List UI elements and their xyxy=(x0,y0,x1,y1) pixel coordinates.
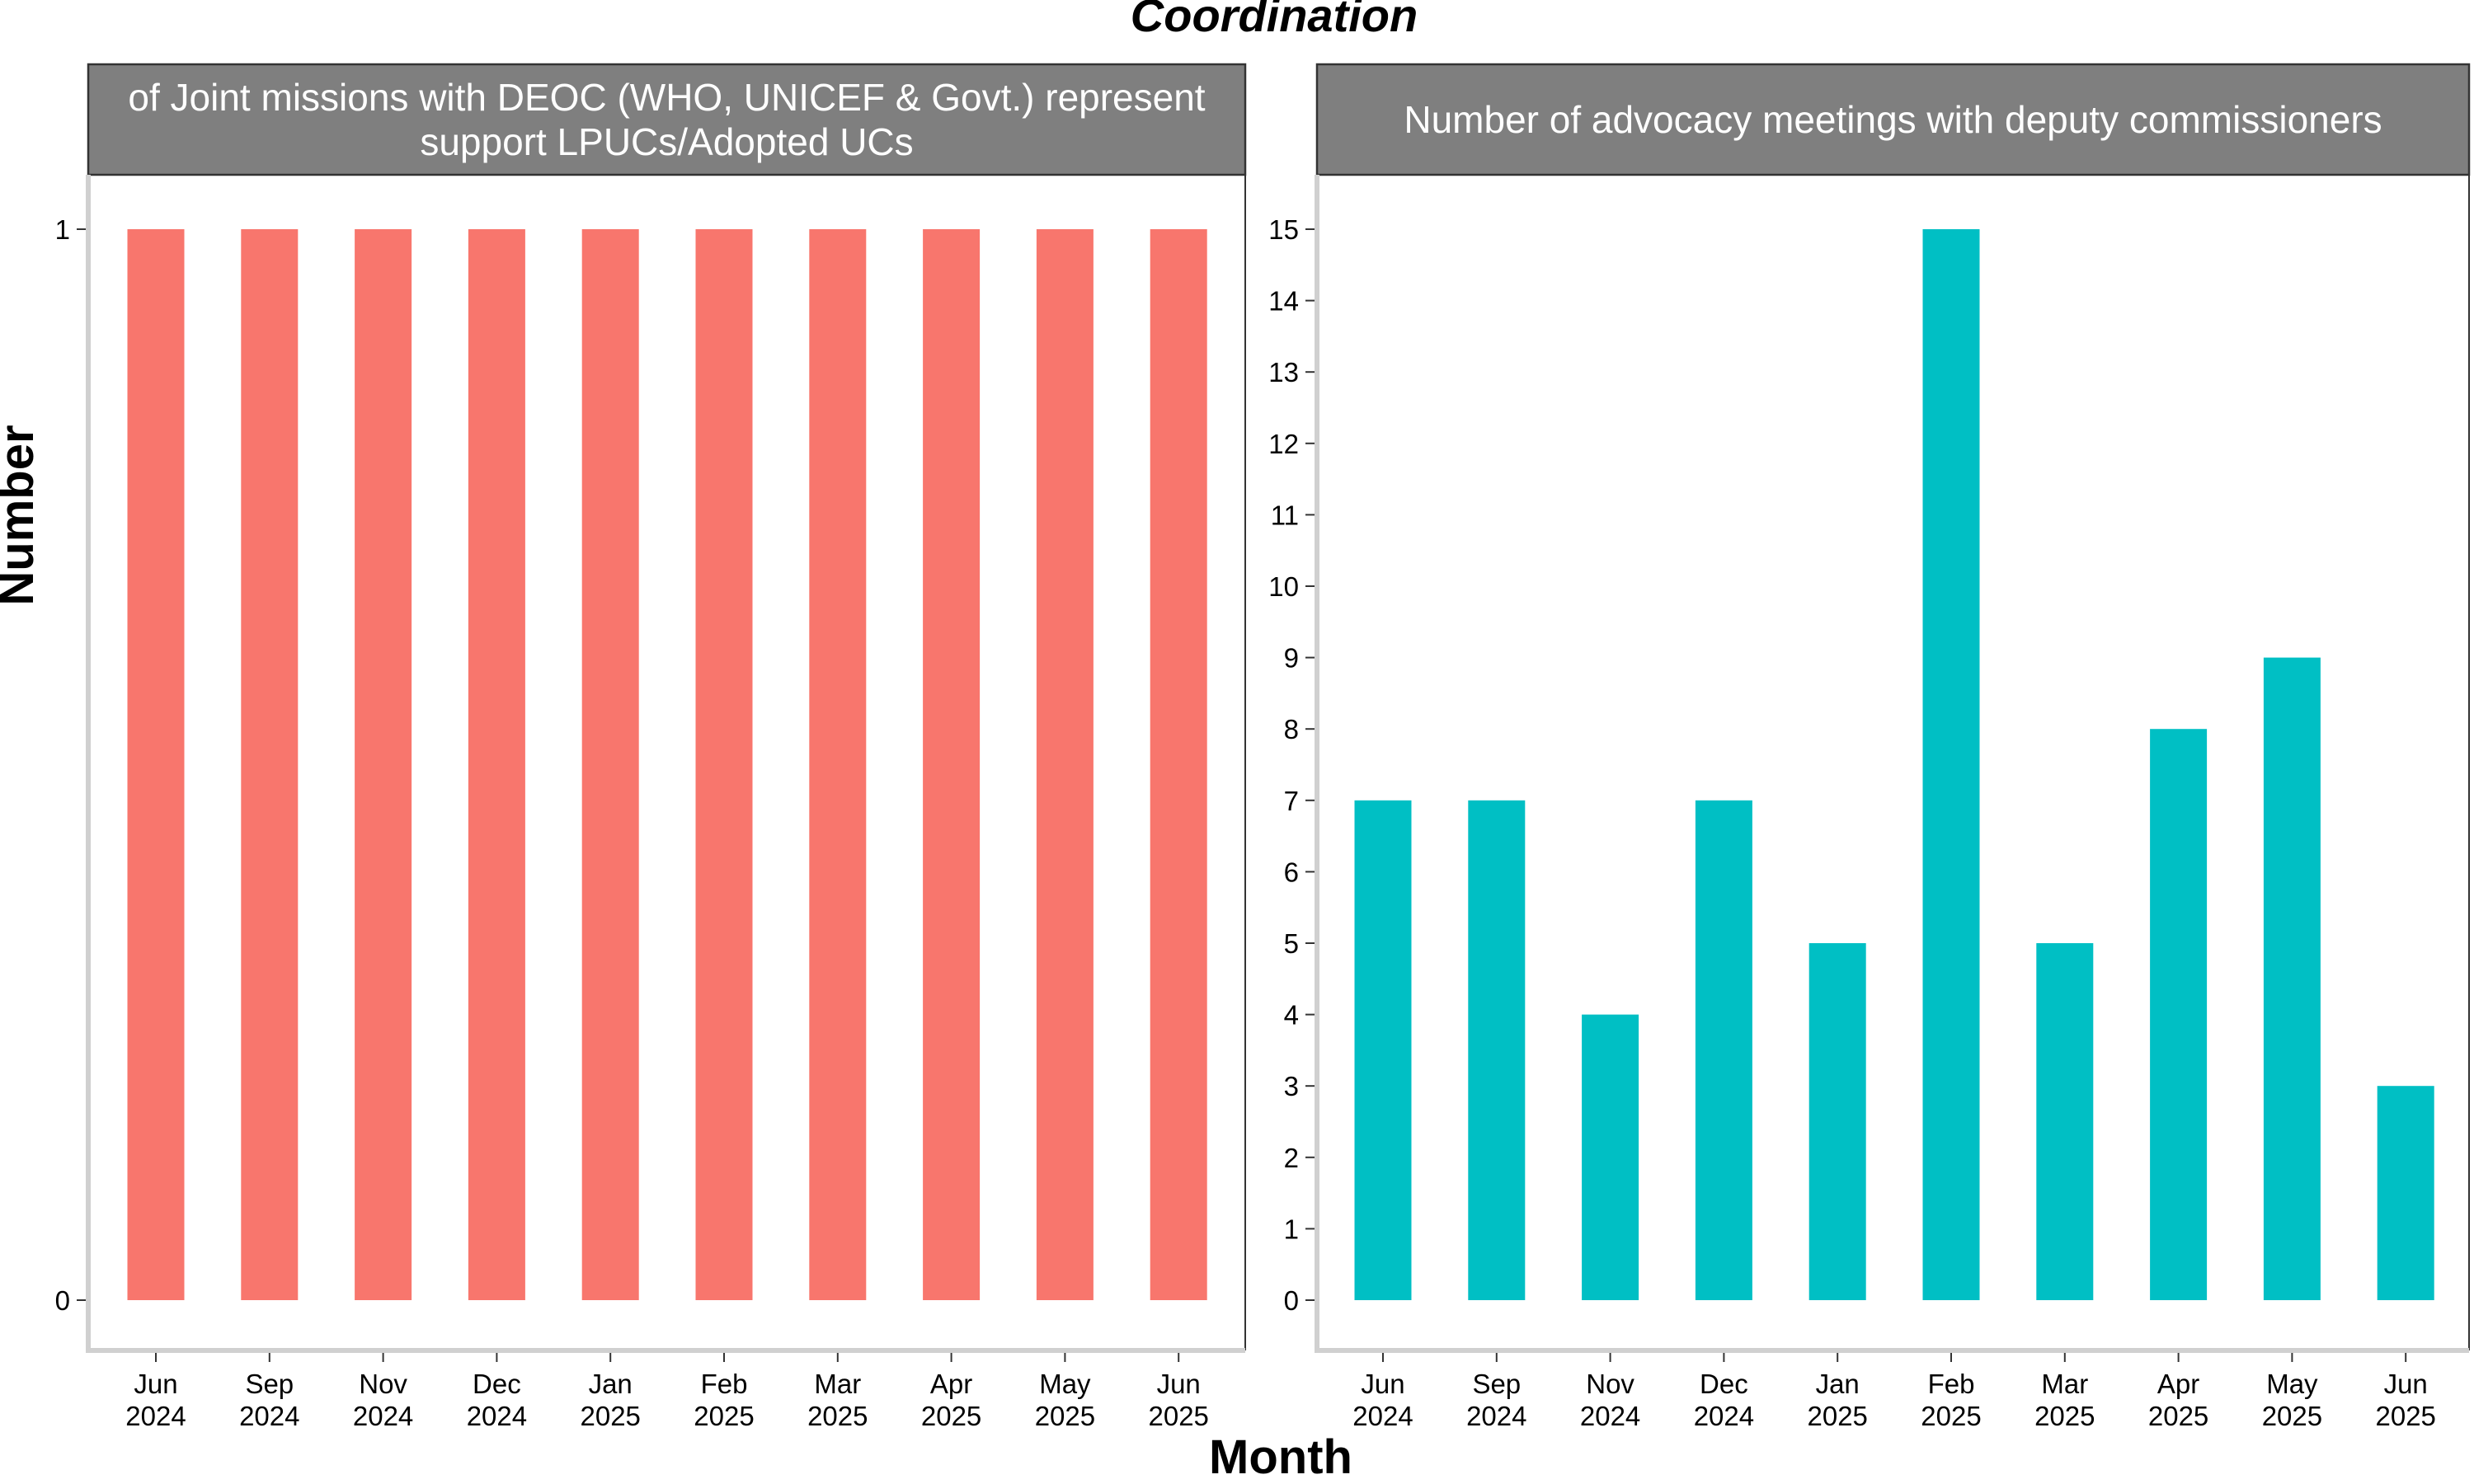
bar-jun-2025 xyxy=(2377,1086,2434,1300)
bar-dec-2024 xyxy=(1695,800,1752,1300)
y-tick-label: 10 xyxy=(1268,571,1299,602)
bar-nov-2024 xyxy=(355,229,412,1300)
x-tick-label: 2024 xyxy=(1466,1401,1526,1431)
y-tick-label: 13 xyxy=(1268,357,1299,387)
x-tick-label: 2024 xyxy=(353,1401,413,1431)
y-tick-label: 5 xyxy=(1284,928,1299,959)
x-tick-label: May xyxy=(1039,1369,1091,1399)
bar-jan-2025 xyxy=(581,229,639,1300)
x-tick-label: Feb xyxy=(1928,1369,1975,1399)
y-tick-label: 8 xyxy=(1284,714,1299,744)
x-tick-label: Apr xyxy=(2157,1369,2199,1399)
x-tick-label: 2025 xyxy=(2034,1401,2095,1431)
x-tick-label: Jun xyxy=(1361,1369,1404,1399)
facet-title-line: of Joint missions with DEOC (WHO, UNICEF… xyxy=(128,76,1205,119)
bar-may-2025 xyxy=(2263,657,2321,1300)
y-tick-label: 0 xyxy=(55,1285,70,1316)
x-tick-label: 2025 xyxy=(1035,1401,1095,1431)
bar-jun-2025 xyxy=(1150,229,1207,1300)
x-tick-label: Mar xyxy=(814,1369,861,1399)
x-tick-label: 2025 xyxy=(807,1401,868,1431)
x-tick-label: Nov xyxy=(1586,1369,1634,1399)
facet-strip xyxy=(1315,63,2471,176)
x-tick-label: Sep xyxy=(1472,1369,1521,1399)
x-axis-title: Month xyxy=(1209,1430,1352,1484)
y-tick-label: 1 xyxy=(55,214,70,245)
facet-title-line: Number of advocacy meetings with deputy … xyxy=(1404,98,2382,141)
bar-may-2025 xyxy=(1036,229,1094,1300)
x-tick-label: 2025 xyxy=(580,1401,640,1431)
facet-panel-1: of Joint missions with DEOC (WHO, UNICEF… xyxy=(55,63,1247,1431)
facet-title-line: support LPUCs/Adopted UCs xyxy=(420,120,913,163)
bar-mar-2025 xyxy=(2036,943,2094,1300)
y-tick-label: 2 xyxy=(1284,1143,1299,1173)
bar-dec-2024 xyxy=(468,229,525,1300)
bar-jan-2025 xyxy=(1808,943,1866,1300)
x-tick-label: Nov xyxy=(359,1369,407,1399)
y-tick-label: 6 xyxy=(1284,857,1299,887)
x-tick-label: 2024 xyxy=(125,1401,186,1431)
y-tick-label: 12 xyxy=(1268,429,1299,459)
x-tick-label: Apr xyxy=(930,1369,972,1399)
bar-jun-2024 xyxy=(1354,800,1412,1300)
x-tick-label: 2025 xyxy=(2375,1401,2435,1431)
y-tick-label: 11 xyxy=(1271,500,1299,530)
x-tick-label: Jun xyxy=(1157,1369,1201,1399)
y-tick-label: 14 xyxy=(1268,286,1299,317)
x-tick-label: Jan xyxy=(589,1369,633,1399)
x-tick-label: 2024 xyxy=(467,1401,527,1431)
x-tick-label: 2025 xyxy=(694,1401,754,1431)
bar-nov-2024 xyxy=(1582,1014,1639,1300)
bar-feb-2025 xyxy=(1922,229,1980,1300)
x-tick-label: 2024 xyxy=(1694,1401,1754,1431)
x-tick-label: Sep xyxy=(245,1369,294,1399)
x-tick-label: Mar xyxy=(2041,1369,2088,1399)
figure-title: Coordination xyxy=(1131,0,1418,41)
x-tick-label: Feb xyxy=(701,1369,748,1399)
x-tick-label: May xyxy=(2266,1369,2318,1399)
facet-panel-2: Number of advocacy meetings with deputy … xyxy=(1268,63,2471,1431)
x-tick-label: 2025 xyxy=(921,1401,981,1431)
y-tick-label: 9 xyxy=(1284,643,1299,674)
x-tick-label: 2025 xyxy=(1148,1401,1208,1431)
bar-sep-2024 xyxy=(241,229,299,1300)
x-tick-label: 2024 xyxy=(239,1401,299,1431)
y-tick-label: 7 xyxy=(1284,786,1299,816)
x-tick-label: 2025 xyxy=(1807,1401,1867,1431)
x-tick-label: Jun xyxy=(2384,1369,2428,1399)
bar-mar-2025 xyxy=(809,229,867,1300)
bar-feb-2025 xyxy=(695,229,753,1300)
bar-apr-2025 xyxy=(2150,729,2208,1300)
x-tick-label: 2025 xyxy=(2262,1401,2322,1431)
x-tick-label: Jan xyxy=(1816,1369,1860,1399)
x-tick-label: 2025 xyxy=(2148,1401,2208,1431)
y-tick-label: 15 xyxy=(1268,214,1299,245)
y-tick-label: 1 xyxy=(1284,1214,1299,1244)
x-tick-label: 2024 xyxy=(1352,1401,1413,1431)
bar-sep-2024 xyxy=(1468,800,1526,1300)
facet-panels: of Joint missions with DEOC (WHO, UNICEF… xyxy=(55,63,2471,1431)
x-tick-label: 2025 xyxy=(1921,1401,1981,1431)
y-tick-label: 0 xyxy=(1284,1285,1299,1316)
facet-strip xyxy=(87,63,1247,176)
x-tick-label: Dec xyxy=(1700,1369,1748,1399)
x-tick-label: Dec xyxy=(473,1369,521,1399)
y-tick-label: 4 xyxy=(1284,1000,1299,1031)
x-tick-label: Jun xyxy=(134,1369,177,1399)
y-tick-label: 3 xyxy=(1284,1071,1299,1101)
bar-apr-2025 xyxy=(923,229,981,1300)
bar-jun-2024 xyxy=(127,229,185,1300)
x-tick-label: 2024 xyxy=(1580,1401,1640,1431)
y-axis-title: Number xyxy=(0,425,44,605)
